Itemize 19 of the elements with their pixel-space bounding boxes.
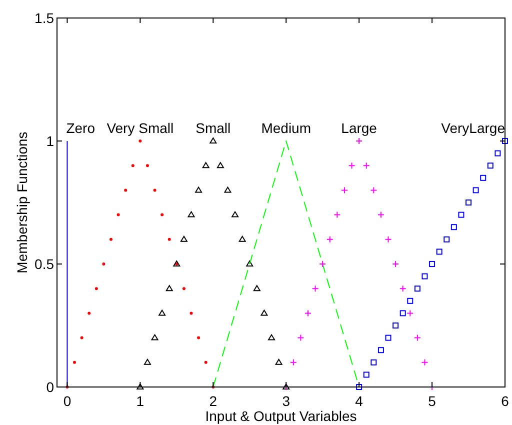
series-label: Small bbox=[196, 120, 231, 136]
y-tick-label: 1.5 bbox=[34, 10, 54, 26]
x-tick-label: 2 bbox=[209, 393, 218, 409]
x-axis-title: Input & Output Variables bbox=[205, 408, 357, 424]
series-label: Medium bbox=[261, 120, 312, 136]
series-label: Zero bbox=[66, 120, 96, 136]
series-label: VeryLarge bbox=[441, 120, 506, 136]
y-tick-label: 0.5 bbox=[34, 256, 54, 272]
x-tick-label: 3 bbox=[282, 393, 290, 409]
series-label: Very Small bbox=[106, 120, 174, 136]
x-tick-label: 5 bbox=[428, 393, 436, 409]
y-axis-title: Membership Functions bbox=[14, 132, 30, 274]
x-tick-label: 4 bbox=[355, 393, 364, 409]
y-tick-label: 0 bbox=[46, 379, 54, 395]
x-tick-label: 1 bbox=[136, 393, 144, 409]
series-label: Large bbox=[341, 120, 378, 136]
x-tick-label: 6 bbox=[501, 393, 510, 409]
x-tick-label: 0 bbox=[63, 393, 72, 409]
y-tick-label: 1 bbox=[46, 133, 54, 149]
